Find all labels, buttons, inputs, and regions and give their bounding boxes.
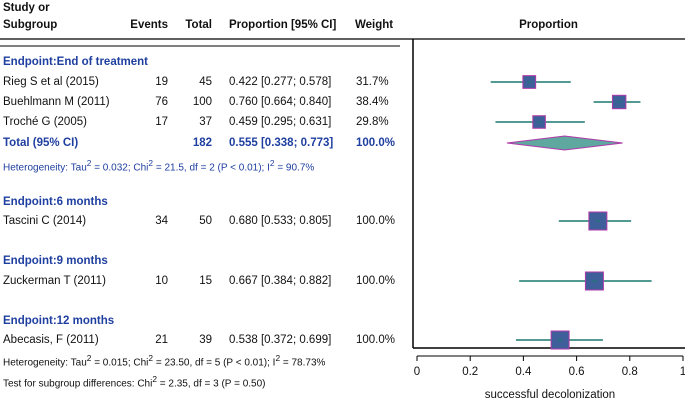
group-title: Endpoint:12 months: [3, 315, 115, 327]
study-ci: 0.667 [0.384; 0.882]: [229, 275, 332, 287]
overall-heterogeneity: Heterogeneity: Tau2 = 0.015; Chi2 = 23.5…: [3, 353, 326, 369]
study-ci: 0.760 [0.664; 0.840]: [229, 96, 332, 108]
x-tick-label: 1: [680, 366, 685, 378]
study-ci: 0.459 [0.295; 0.631]: [229, 116, 332, 128]
study-name: Buehlmann M (2011): [3, 96, 110, 108]
study-total: 50: [199, 215, 212, 227]
study-weight: 31.7%: [356, 76, 389, 88]
group-title: Endpoint:9 months: [3, 255, 108, 267]
x-axis-label: successful decolonization: [485, 389, 615, 401]
study-name: Abecasis, F (2011): [3, 334, 99, 346]
study-events: 10: [155, 275, 168, 287]
subgroup-difference-test: Test for subgroup differences: Chi2 = 2.…: [3, 374, 266, 390]
total-header: Total: [185, 19, 212, 31]
weight-header: Weight: [355, 19, 394, 31]
study-name: Troché G (2005): [3, 116, 87, 128]
study-ci: 0.538 [0.372; 0.699]: [229, 334, 332, 346]
plot-title: Proportion: [519, 19, 578, 31]
study-events: 17: [155, 116, 168, 128]
study-events: 19: [155, 76, 168, 88]
pooled-weight: 100.0%: [356, 137, 396, 149]
events-header: Events: [130, 19, 168, 31]
x-tick-label: 0.2: [462, 366, 478, 378]
study-events: 76: [155, 96, 168, 108]
x-tick-label: 0: [414, 366, 420, 378]
pooled-label: Total (95% CI): [3, 137, 79, 149]
subgroup-header: Subgroup: [3, 19, 58, 31]
study-weight: 29.8%: [356, 116, 389, 128]
study-weight: 100.0%: [356, 215, 396, 227]
x-tick-label: 0.4: [515, 366, 532, 378]
study-header: Study or: [3, 2, 50, 14]
x-tick-label: 0.6: [569, 366, 585, 378]
study-events: 21: [155, 334, 168, 346]
study-weight: 100.0%: [356, 334, 396, 346]
pooled-total: 182: [192, 137, 212, 149]
pooled-diamond: [506, 135, 623, 151]
group-title: Endpoint:6 months: [3, 196, 108, 208]
group-title: Endpoint:End of treatment: [3, 56, 149, 68]
study-total: 37: [199, 116, 212, 128]
study-events: 34: [155, 215, 168, 227]
study-name: Zuckerman T (2011): [3, 275, 106, 287]
study-total: 15: [199, 275, 212, 287]
study-weight: 100.0%: [356, 275, 396, 287]
proportion-ci-header: Proportion [95% CI]: [229, 19, 337, 31]
pooled-ci: 0.555 [0.338; 0.773]: [229, 137, 334, 149]
study-total: 100: [192, 96, 212, 108]
study-total: 39: [199, 334, 212, 346]
study-weight: 38.4%: [356, 96, 389, 108]
x-tick-label: 0.8: [622, 366, 638, 378]
study-name: Rieg S et al (2015): [3, 76, 99, 88]
study-name: Tascini C (2014): [3, 215, 87, 227]
study-total: 45: [199, 76, 212, 88]
heterogeneity-line: Heterogeneity: Tau2 = 0.032; Chi2 = 21.5…: [3, 158, 315, 174]
study-ci: 0.422 [0.277; 0.578]: [229, 76, 332, 88]
study-ci: 0.680 [0.533; 0.805]: [229, 215, 332, 227]
